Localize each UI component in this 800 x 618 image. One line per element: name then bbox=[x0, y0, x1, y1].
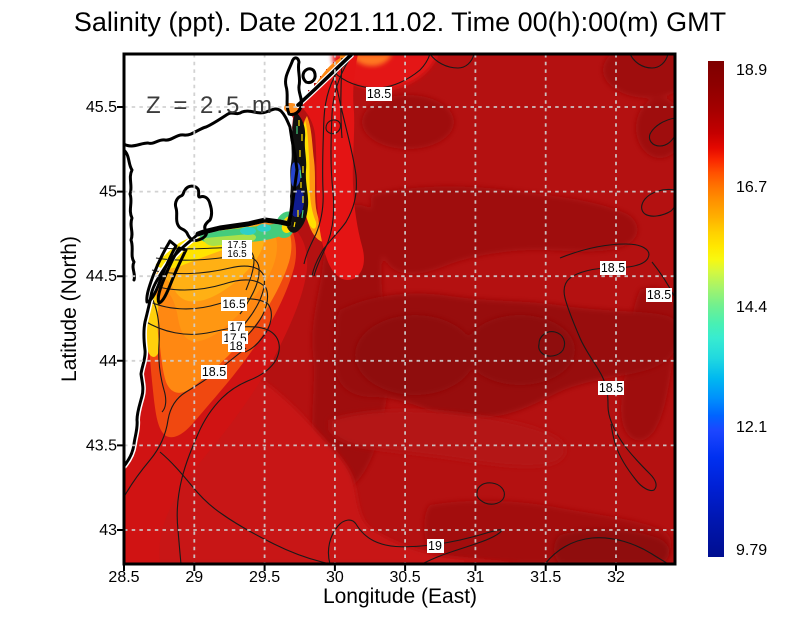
svg-text:44.5: 44.5 bbox=[86, 268, 117, 285]
svg-text:31.5: 31.5 bbox=[530, 569, 561, 586]
svg-text:44: 44 bbox=[99, 353, 117, 370]
svg-text:29.5: 29.5 bbox=[249, 569, 280, 586]
svg-text:Z = 2.5 m: Z = 2.5 m bbox=[146, 92, 275, 119]
svg-text:30.5: 30.5 bbox=[390, 569, 421, 586]
svg-text:18.9: 18.9 bbox=[736, 62, 767, 79]
svg-text:28.5: 28.5 bbox=[108, 569, 139, 586]
svg-text:17.5: 17.5 bbox=[227, 240, 247, 251]
svg-text:32: 32 bbox=[607, 569, 625, 586]
svg-text:Latitude (North): Latitude (North) bbox=[58, 236, 81, 382]
svg-text:18.5: 18.5 bbox=[202, 365, 226, 379]
svg-text:14.4: 14.4 bbox=[736, 299, 767, 316]
svg-text:29: 29 bbox=[185, 569, 203, 586]
svg-text:18.5: 18.5 bbox=[647, 288, 671, 302]
svg-text:Longitude (East): Longitude (East) bbox=[323, 585, 477, 608]
svg-text:45.5: 45.5 bbox=[86, 99, 117, 116]
svg-text:9.79: 9.79 bbox=[736, 542, 767, 559]
svg-text:18.5: 18.5 bbox=[367, 87, 391, 101]
svg-text:43.5: 43.5 bbox=[86, 437, 117, 454]
svg-text:16.7: 16.7 bbox=[736, 179, 767, 196]
svg-text:19: 19 bbox=[428, 539, 442, 553]
svg-text:17: 17 bbox=[229, 320, 243, 334]
svg-text:18.5: 18.5 bbox=[601, 261, 625, 275]
svg-text:16.5: 16.5 bbox=[222, 297, 246, 311]
svg-text:16.5: 16.5 bbox=[227, 249, 247, 260]
svg-text:30: 30 bbox=[326, 569, 344, 586]
svg-text:43: 43 bbox=[99, 522, 117, 539]
svg-text:18.5: 18.5 bbox=[599, 381, 623, 395]
svg-text:31: 31 bbox=[467, 569, 485, 586]
svg-text:45: 45 bbox=[99, 184, 117, 201]
svg-text:12.1: 12.1 bbox=[736, 419, 767, 436]
svg-text:18: 18 bbox=[229, 339, 243, 353]
svg-text:Salinity (ppt). Date 2021.11.0: Salinity (ppt). Date 2021.11.02. Time 00… bbox=[74, 7, 726, 37]
